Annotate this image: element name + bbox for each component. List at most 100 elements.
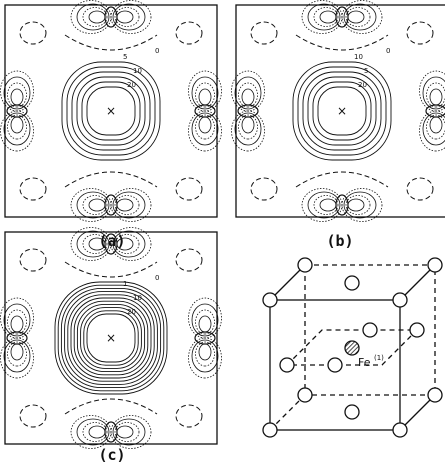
- contour: [70, 297, 152, 379]
- lobe-contour: [112, 418, 146, 446]
- lobe-contour: [343, 3, 377, 31]
- lobe-contour: [112, 3, 146, 31]
- zero-contour: [19, 177, 47, 201]
- lobe-contour: [114, 422, 140, 442]
- lobe-contour: [307, 3, 341, 31]
- lobe-group: [188, 297, 222, 379]
- contour: [86, 86, 136, 136]
- lobe-contour: [188, 337, 222, 379]
- lobe-contour: [7, 309, 27, 335]
- panel-frame: [4, 4, 218, 218]
- lobe-contour: [7, 341, 27, 367]
- contour-label: 0: [155, 47, 159, 55]
- panel-label: (c): [98, 446, 125, 464]
- lobe-contour: [426, 114, 445, 140]
- lobe-core: [104, 233, 118, 255]
- panel-a: × 0 5 10 20: [0, 0, 222, 222]
- lobe-contour: [191, 339, 219, 373]
- lobe-contour: [88, 10, 106, 24]
- lobe-group: [231, 70, 265, 152]
- lobe-group: [70, 0, 152, 34]
- lobe-contour: [110, 415, 152, 449]
- contour: [73, 300, 149, 376]
- lobe-contour: [343, 191, 377, 219]
- contour: [312, 81, 372, 141]
- contour-label: 0: [155, 274, 159, 282]
- lobe-contour: [191, 76, 219, 110]
- lobe-group: [188, 70, 222, 152]
- contour-label: 5: [123, 53, 127, 61]
- panel-c: × 0 1 10 20: [0, 227, 222, 449]
- lobe-contour: [82, 234, 108, 254]
- lobe-group: [70, 227, 152, 261]
- lobe-core: [104, 6, 118, 28]
- cube-front: [269, 299, 401, 431]
- contour: [292, 61, 392, 161]
- lobe-contour: [76, 230, 110, 258]
- lobe-contour: [110, 0, 152, 34]
- lobe-contour: [429, 88, 443, 106]
- lobe-contour: [7, 82, 27, 108]
- crystal-cell: [262, 257, 443, 438]
- zero-contour: [175, 248, 203, 272]
- lobe-contour: [10, 116, 24, 134]
- contour-label: 10: [354, 53, 363, 61]
- contour-label: 20: [127, 81, 136, 89]
- lobe-contour: [347, 198, 365, 212]
- panel-label: (b): [326, 232, 353, 250]
- lobe-contour: [112, 191, 146, 219]
- lobe-contour: [195, 114, 215, 140]
- lobe-contour: [238, 114, 258, 140]
- lobe-contour: [3, 76, 31, 110]
- contour-label: 5: [364, 67, 368, 75]
- contour-label: 20: [358, 81, 367, 89]
- lobe-contour: [238, 82, 258, 108]
- lobe-contour: [195, 82, 215, 108]
- lobe-contour: [231, 110, 265, 152]
- contour: [54, 281, 168, 395]
- zero-contour: [64, 261, 158, 415]
- lobe-contour: [188, 110, 222, 152]
- lobe-core: [6, 104, 28, 118]
- contour: [61, 61, 161, 161]
- lobe-core: [6, 331, 28, 345]
- zero-contour: [250, 21, 278, 45]
- contour-label: 1: [123, 280, 127, 288]
- contour: [83, 310, 139, 366]
- lobe-core: [237, 104, 259, 118]
- lobe-contour: [234, 112, 262, 146]
- lobe-core: [335, 194, 349, 216]
- lobe-contour: [3, 303, 31, 337]
- lobe-contour: [198, 88, 212, 106]
- contour-label: 10: [133, 294, 142, 302]
- lobe-contour: [307, 191, 341, 219]
- lobe-contour: [116, 10, 134, 24]
- lobe-contour: [114, 234, 140, 254]
- lobe-contour: [313, 195, 339, 215]
- lobe-contour: [345, 195, 371, 215]
- lobe-core: [335, 6, 349, 28]
- lobe-core: [194, 331, 216, 345]
- lobe-contour: [347, 10, 365, 24]
- lobe-core: [104, 421, 118, 443]
- lobe-contour: [0, 110, 34, 152]
- lobe-contour: [10, 343, 24, 361]
- lobe-contour: [3, 112, 31, 146]
- lobe-contour: [198, 315, 212, 333]
- lobe-core: [104, 194, 118, 216]
- lobe-group: [70, 188, 152, 222]
- zero-contour: [295, 34, 389, 188]
- lobe-contour: [195, 341, 215, 367]
- lobe-contour: [10, 88, 24, 106]
- lobe-contour: [241, 88, 255, 106]
- zero-contour: [406, 177, 434, 201]
- contour: [76, 303, 146, 373]
- contour: [307, 76, 377, 146]
- contour: [67, 294, 155, 382]
- lobe-contour: [114, 195, 140, 215]
- lobe-contour: [319, 198, 337, 212]
- contour: [81, 81, 141, 141]
- contour: [71, 71, 151, 151]
- lobe-contour: [82, 422, 108, 442]
